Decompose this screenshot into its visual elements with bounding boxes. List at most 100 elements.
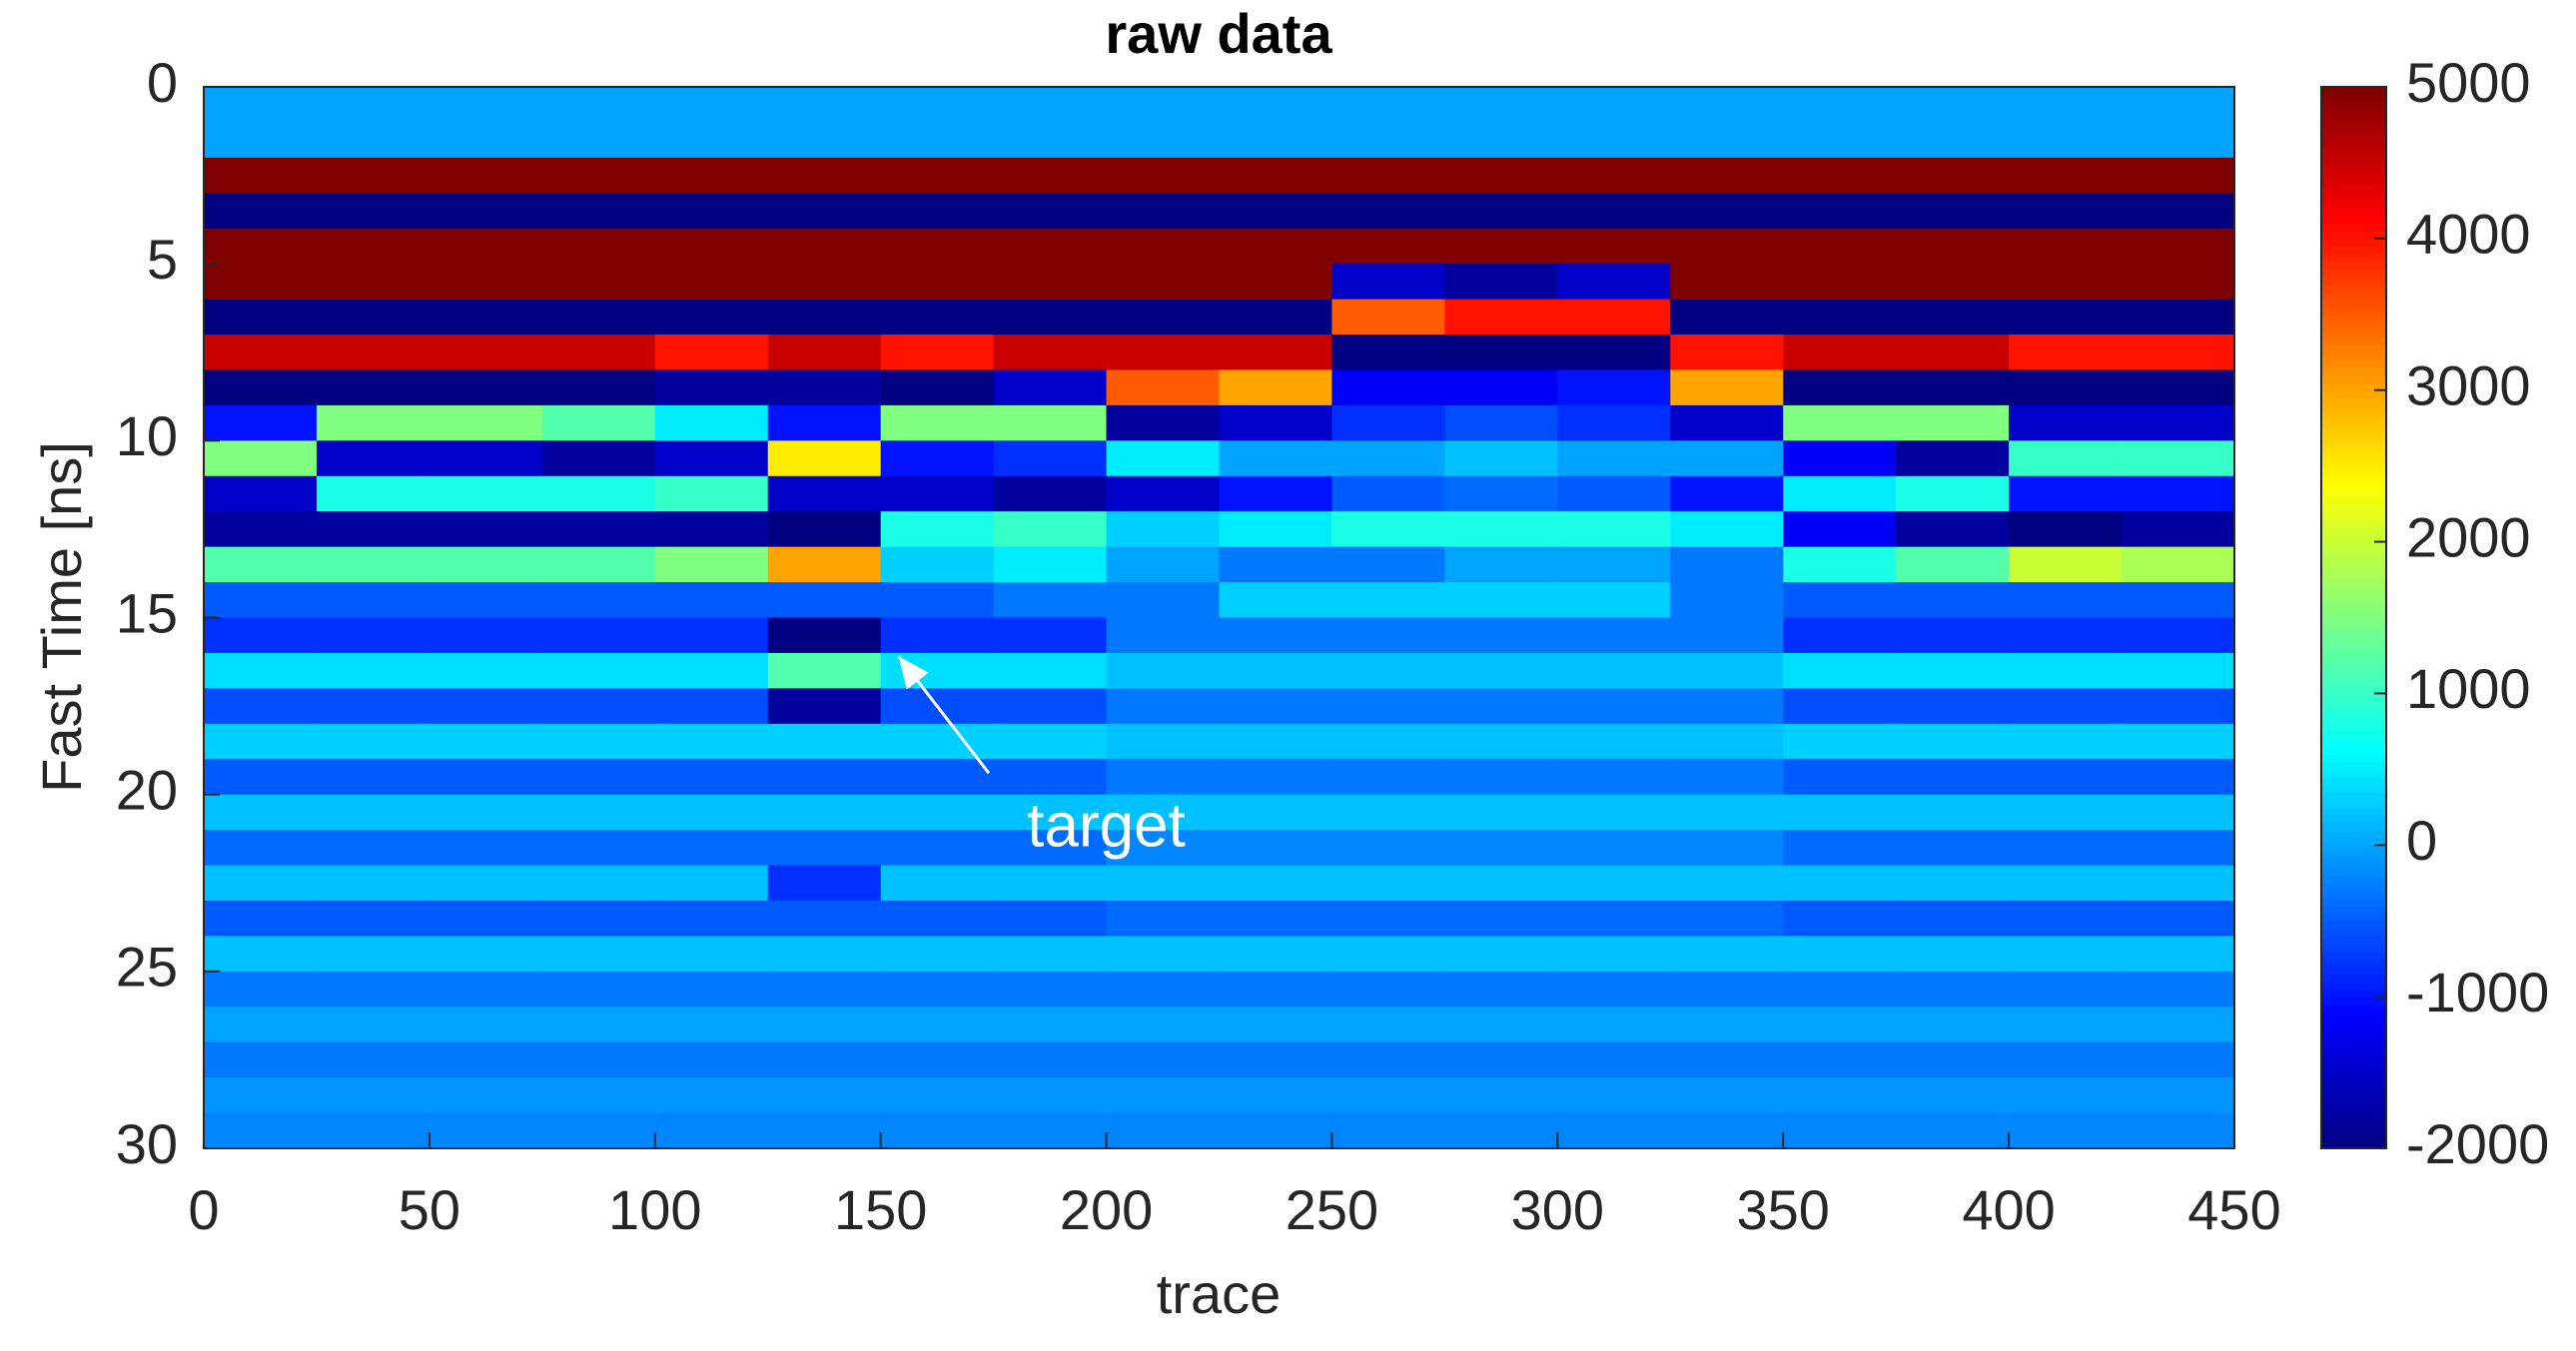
heatmap-cell	[1106, 1007, 1220, 1043]
heatmap-cell	[767, 617, 882, 654]
heatmap-cell	[204, 228, 318, 265]
heatmap-cell	[1557, 193, 1671, 230]
heatmap-cell	[2009, 971, 2123, 1008]
heatmap-cell	[1896, 794, 2010, 831]
heatmap-cell	[993, 617, 1108, 654]
colorbar-swatch	[2321, 223, 2386, 232]
heatmap-cell	[880, 900, 995, 937]
heatmap-cell	[1783, 617, 1897, 654]
colorbar-swatch	[2321, 307, 2386, 316]
y-tick-label: 0	[147, 51, 178, 114]
heatmap-cell	[1444, 228, 1558, 265]
heatmap-cell	[2122, 971, 2235, 1008]
heatmap-cell	[880, 511, 995, 548]
colorbar-swatch	[2321, 708, 2386, 717]
heatmap-cell	[1106, 794, 1220, 831]
colorbar-swatch	[2321, 1087, 2386, 1096]
heatmap-cell	[316, 335, 430, 370]
colorbar-swatch	[2321, 284, 2386, 293]
heatmap-cell	[204, 1041, 318, 1078]
heatmap-cell	[429, 475, 543, 512]
heatmap-cell	[1444, 1077, 1558, 1114]
heatmap-cell	[2122, 900, 2235, 937]
heatmap-cell	[1444, 617, 1558, 654]
colorbar-swatch	[2321, 1034, 2386, 1043]
heatmap-cell	[1670, 369, 1784, 406]
heatmap-cell	[1331, 1112, 1445, 1149]
colorbar-swatch	[2321, 526, 2386, 535]
heatmap-cell	[1896, 475, 2010, 512]
heatmap-cell	[1557, 1007, 1671, 1043]
heatmap-cell	[204, 122, 318, 159]
heatmap-cell	[1331, 228, 1445, 265]
heatmap-cell	[429, 830, 543, 867]
heatmap-cell	[654, 546, 769, 583]
heatmap-cell	[429, 511, 543, 548]
annotation-arrowhead	[898, 656, 929, 690]
heatmap-cell	[1896, 193, 2010, 230]
heatmap-cell	[1106, 193, 1220, 230]
heatmap-cell	[1896, 617, 2010, 654]
heatmap-cell	[1557, 475, 1671, 512]
colorbar-swatch	[2321, 966, 2386, 975]
heatmap-cell	[1106, 299, 1220, 336]
colorbar-swatch	[2321, 473, 2386, 482]
colorbar-swatch	[2321, 216, 2386, 225]
heatmap-cell	[541, 830, 656, 867]
heatmap-cell	[2009, 475, 2123, 512]
colorbar-swatch	[2321, 579, 2386, 588]
heatmap-cell	[1783, 1077, 1897, 1114]
heatmap-cell	[1670, 335, 1784, 370]
heatmap-cell	[1670, 688, 1784, 725]
heatmap-cell	[429, 369, 543, 406]
heatmap-cell	[1670, 511, 1784, 548]
heatmap-cell	[1557, 157, 1671, 194]
colorbar-frame	[2320, 86, 2387, 1149]
heatmap-cell	[767, 1041, 882, 1078]
annotation-text: target	[1027, 791, 1186, 860]
heatmap-cell	[316, 936, 430, 973]
heatmap-cell	[429, 335, 543, 370]
colorbar-swatch	[2321, 640, 2386, 649]
heatmap-cell	[1219, 1007, 1332, 1043]
colorbar-tick-label: 1000	[2406, 657, 2531, 720]
colorbar-swatch	[2321, 185, 2386, 194]
heatmap-cell	[1219, 475, 1332, 512]
heatmap-cell	[993, 794, 1108, 831]
y-tick-label: 10	[116, 404, 178, 467]
heatmap-cell	[1783, 1041, 1897, 1078]
heatmap-cell	[1557, 865, 1671, 902]
colorbar-swatch	[2321, 670, 2386, 679]
heatmap-cell	[1896, 157, 2010, 194]
heatmap-cell	[2122, 794, 2235, 831]
colorbar-swatch	[2321, 647, 2386, 657]
heatmap-cell	[654, 440, 769, 477]
y-tick-label: 5	[147, 228, 178, 291]
heatmap-cell	[2009, 157, 2123, 194]
heatmap-cell	[1444, 122, 1558, 159]
heatmap-cell	[767, 335, 882, 370]
heatmap-cell	[880, 652, 995, 689]
heatmap-cell	[1331, 759, 1445, 796]
heatmap-cell	[880, 475, 995, 512]
heatmap-cell	[767, 900, 882, 937]
heatmap-cell	[1331, 1077, 1445, 1114]
heatmap-cell	[1219, 1041, 1332, 1078]
heatmap-cell	[316, 299, 430, 336]
heatmap-cell	[767, 369, 882, 406]
colorbar-tick-label: 5000	[2406, 51, 2531, 114]
heatmap-cell	[1444, 157, 1558, 194]
heatmap-cell	[541, 404, 656, 441]
heatmap-cell	[429, 404, 543, 441]
heatmap-cell	[429, 794, 543, 831]
heatmap-cell	[1444, 87, 1558, 123]
heatmap-cell	[880, 335, 995, 370]
heatmap-cell	[429, 440, 543, 477]
colorbar-swatch	[2321, 208, 2386, 217]
heatmap-cell	[1106, 369, 1220, 406]
heatmap-cell	[880, 440, 995, 477]
heatmap-cell	[1444, 688, 1558, 725]
heatmap-cell	[880, 1041, 995, 1078]
heatmap-cell	[204, 475, 318, 512]
colorbar-swatch	[2321, 366, 2386, 376]
